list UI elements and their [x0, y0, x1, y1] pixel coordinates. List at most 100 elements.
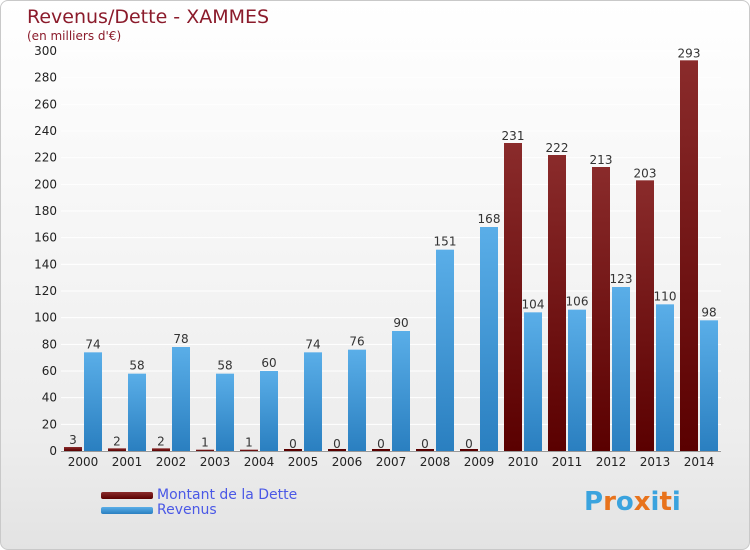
bar-debt-zero: [328, 449, 346, 451]
data-label-debt: 0: [465, 437, 473, 451]
logo-letter: i: [650, 487, 660, 517]
data-label-debt: 293: [678, 46, 701, 60]
data-label-revenue: 90: [393, 316, 408, 330]
data-label-debt: 1: [201, 436, 209, 450]
bar-debt: [64, 447, 82, 451]
bar-revenue: [612, 287, 630, 451]
bar-debt: [680, 60, 698, 451]
bar-debt-zero: [284, 449, 302, 451]
data-label-revenue: 76: [349, 335, 364, 349]
logo-letter: o: [615, 487, 634, 517]
bar-debt: [152, 448, 170, 451]
bar-revenue: [392, 331, 410, 451]
bar-revenue: [128, 373, 146, 451]
logo-letter: P: [584, 487, 604, 517]
bar-revenue: [304, 352, 322, 451]
y-tick-label: 180: [34, 204, 57, 218]
bar-debt: [592, 167, 610, 451]
data-label-revenue: 58: [129, 359, 144, 373]
data-label-debt: 0: [289, 437, 297, 451]
y-axis-ticks: 0 20 40 60 80 100 120 140 160 180 200 220 240 260 280 3…: [34, 44, 57, 458]
logo-letter: x: [633, 487, 651, 517]
x-tick-label: 2001: [112, 455, 143, 469]
grid-lines: [61, 50, 721, 452]
data-label-revenue: 106: [566, 295, 589, 309]
data-label-revenue: 78: [173, 332, 188, 346]
y-tick-label: 0: [49, 444, 57, 458]
bar-revenue: [568, 309, 586, 451]
proxiti-logo: Proxiti: [584, 487, 681, 517]
chart-subtitle: (en milliers d'€): [27, 29, 122, 43]
y-tick-label: 20: [42, 417, 57, 431]
y-tick-label: 240: [34, 124, 57, 138]
data-label-revenue: 168: [478, 212, 501, 226]
bar-revenue: [348, 349, 366, 451]
legend-item-revenue: Revenus: [101, 502, 217, 518]
bar-debt-zero: [460, 449, 478, 451]
x-tick-label: 2002: [156, 455, 187, 469]
bar-debt: [108, 448, 126, 451]
y-tick-label: 60: [42, 364, 57, 378]
data-label-revenue: 110: [654, 289, 677, 303]
data-label-debt: 0: [333, 437, 341, 451]
bar-revenue: [172, 347, 190, 451]
data-label-revenue: 151: [434, 235, 457, 249]
x-tick-label: 2012: [596, 455, 627, 469]
data-label-debt: 203: [634, 166, 657, 180]
y-tick-label: 40: [42, 391, 57, 405]
y-tick-label: 300: [34, 44, 57, 58]
x-tick-label: 2005: [288, 455, 319, 469]
x-tick-label: 2010: [508, 455, 539, 469]
bar-revenue: [216, 373, 234, 451]
y-tick-label: 280: [34, 71, 57, 85]
logo-letter: i: [671, 487, 681, 517]
y-tick-label: 260: [34, 97, 57, 111]
bar-revenue: [524, 312, 542, 451]
data-label-revenue: 74: [305, 337, 320, 351]
bar-revenue: [260, 371, 278, 451]
y-tick-label: 220: [34, 151, 57, 165]
data-label-revenue: 123: [610, 272, 633, 286]
data-label-revenue: 98: [701, 305, 716, 319]
logo-letter: t: [659, 487, 672, 517]
bar-revenue: [480, 227, 498, 451]
data-label-debt: 0: [377, 437, 385, 451]
x-tick-label: 2004: [244, 455, 275, 469]
y-tick-label: 120: [34, 284, 57, 298]
bar-debt: [504, 143, 522, 451]
legend-label-debt: Montant de la Dette: [157, 487, 298, 503]
x-tick-label: 2003: [200, 455, 231, 469]
chart-title: Revenus/Dette - XAMMES: [27, 6, 270, 28]
data-label-debt: 213: [590, 153, 613, 167]
data-label-debt: 3: [69, 433, 77, 447]
data-labels: 3 74 2 58 2 78 1 58 1 60 0 74 0 76 0 90 0 151 0 168 231 104 22…: [69, 46, 716, 451]
legend-label-revenue: Revenus: [157, 502, 217, 518]
legend-swatch-debt: [101, 491, 153, 499]
y-tick-label: 100: [34, 311, 57, 325]
data-label-revenue: 104: [522, 297, 545, 311]
x-tick-label: 2000: [68, 455, 99, 469]
bar-debt-zero: [416, 449, 434, 451]
x-tick-label: 2006: [332, 455, 363, 469]
data-label-revenue: 60: [261, 356, 276, 370]
data-label-revenue: 58: [217, 359, 232, 373]
bar-debt-zero: [372, 449, 390, 451]
data-label-debt: 0: [421, 437, 429, 451]
data-label-debt: 2: [157, 434, 165, 448]
bar-debt: [636, 180, 654, 452]
x-tick-label: 2007: [376, 455, 407, 469]
data-label-debt: 222: [546, 141, 569, 155]
bar-revenue: [700, 320, 718, 451]
y-tick-label: 80: [42, 337, 57, 351]
y-tick-label: 140: [34, 257, 57, 271]
x-tick-label: 2008: [420, 455, 451, 469]
y-tick-label: 160: [34, 231, 57, 245]
bar-revenue: [84, 352, 102, 451]
bar-revenue: [656, 304, 674, 451]
data-label-debt: 1: [245, 436, 253, 450]
data-label-debt: 231: [502, 129, 525, 143]
logo-letter: r: [603, 487, 616, 517]
x-tick-label: 2009: [464, 455, 495, 469]
